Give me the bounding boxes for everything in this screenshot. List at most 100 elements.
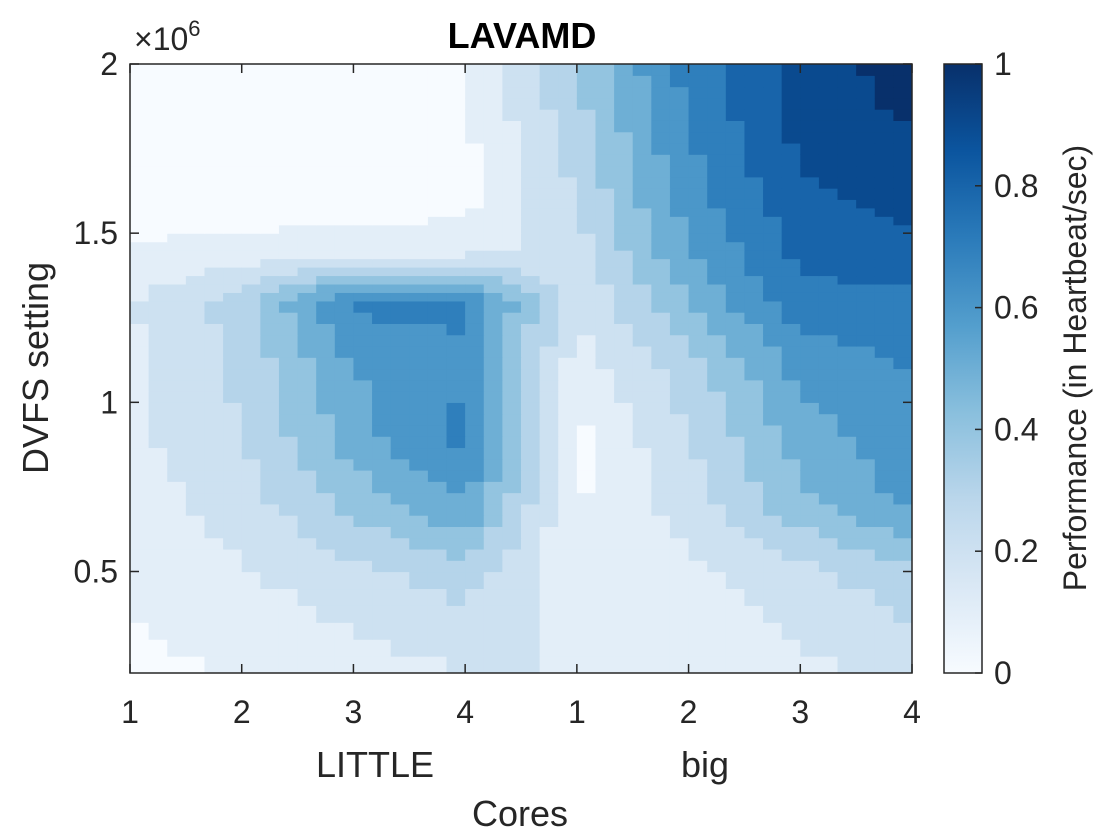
contour-cell <box>130 300 150 313</box>
contour-cell <box>446 120 466 133</box>
contour-cell <box>521 109 541 121</box>
contour-cell <box>800 526 820 539</box>
contour-cell <box>707 458 727 471</box>
contour-cell <box>595 86 615 99</box>
contour-cell <box>167 258 187 268</box>
contour-cell <box>297 436 317 449</box>
contour-cell <box>651 258 671 268</box>
contour-cell <box>856 120 876 133</box>
contour-cell <box>316 199 336 209</box>
contour-cell <box>800 97 820 110</box>
contour-cell <box>446 312 466 324</box>
contour-cell <box>130 154 150 167</box>
contour-cell <box>260 537 280 550</box>
contour-cell <box>837 470 857 482</box>
contour-cell <box>130 109 150 121</box>
contour-cell <box>744 548 764 561</box>
contour-cell <box>725 548 746 561</box>
contour-cell <box>353 323 373 336</box>
contour-cell <box>856 312 876 324</box>
contour-cell <box>130 588 150 606</box>
contour-cell <box>353 241 373 251</box>
contour-cell <box>148 334 168 347</box>
contour-cell <box>837 312 857 324</box>
contour-cell <box>669 224 690 234</box>
contour-cell <box>446 300 466 313</box>
contour-cell <box>148 515 168 527</box>
contour-cell <box>614 120 634 133</box>
contour-cell <box>465 357 485 370</box>
contour-cell <box>837 639 857 657</box>
contour-cell <box>390 109 410 121</box>
contour-cell <box>427 250 448 260</box>
contour-cell <box>521 357 541 370</box>
contour-cell <box>260 224 280 234</box>
contour-cell <box>874 292 894 302</box>
contour-cell <box>446 334 466 347</box>
contour-cell <box>148 622 168 640</box>
contour-cell <box>204 481 224 494</box>
contour-cell <box>483 436 503 449</box>
contour-cell <box>837 224 857 234</box>
contour-cell <box>409 312 429 324</box>
contour-cell <box>372 413 392 426</box>
contour-cell <box>539 391 559 403</box>
contour-cell <box>614 154 634 167</box>
contour-cell <box>688 470 708 482</box>
contour-cell <box>781 447 801 460</box>
contour-cell <box>278 64 299 76</box>
contour-cell <box>744 470 764 482</box>
contour-cell <box>278 233 299 243</box>
contour-cell <box>763 548 783 561</box>
contour-cell <box>241 199 261 209</box>
contour-cell <box>427 413 448 426</box>
contour-cell <box>278 656 299 673</box>
contour-cell <box>130 368 150 381</box>
contour-cell <box>558 300 578 313</box>
contour-cell <box>558 207 578 217</box>
contour-cell <box>353 481 373 494</box>
contour-cell <box>688 379 708 392</box>
contour-cell <box>334 207 355 217</box>
contour-cell <box>707 436 727 449</box>
contour-cell <box>260 458 280 471</box>
contour-cell <box>688 622 708 640</box>
contour-cell <box>167 345 187 358</box>
contour-cell <box>856 300 876 313</box>
contour-cell <box>651 75 671 88</box>
contour-cell <box>241 622 261 640</box>
contour-cell <box>744 142 764 155</box>
contour-cell <box>372 250 392 260</box>
contour-cell <box>576 241 597 251</box>
contour-cell <box>837 622 857 640</box>
contour-cell <box>278 258 299 268</box>
contour-cell <box>614 515 634 527</box>
contour-cell <box>818 86 839 99</box>
contour-cell <box>446 481 466 494</box>
contour-cell <box>483 120 503 133</box>
contour-cell <box>427 188 448 200</box>
contour-cell <box>278 560 299 573</box>
contour-cell <box>427 424 448 437</box>
contour-cell <box>595 120 615 133</box>
contour-cell <box>688 109 708 121</box>
contour-cell <box>576 75 597 88</box>
contour-cell <box>130 424 150 437</box>
contour-cell <box>614 207 634 217</box>
contour-cell <box>614 199 634 209</box>
contour-cell <box>614 216 634 226</box>
contour-cell <box>297 605 317 623</box>
contour-cell <box>372 379 392 392</box>
contour-cell <box>204 391 224 403</box>
contour-cell <box>278 207 299 217</box>
contour-cell <box>353 250 373 260</box>
contour-cell <box>874 357 894 370</box>
contour-cell <box>763 379 783 392</box>
contour-cell <box>465 165 485 178</box>
contour-cell <box>409 560 429 573</box>
contour-cell <box>334 447 355 460</box>
contour-cell <box>223 515 243 527</box>
contour-cell <box>223 86 243 99</box>
contour-cell <box>223 250 243 260</box>
contour-cell <box>372 267 392 277</box>
